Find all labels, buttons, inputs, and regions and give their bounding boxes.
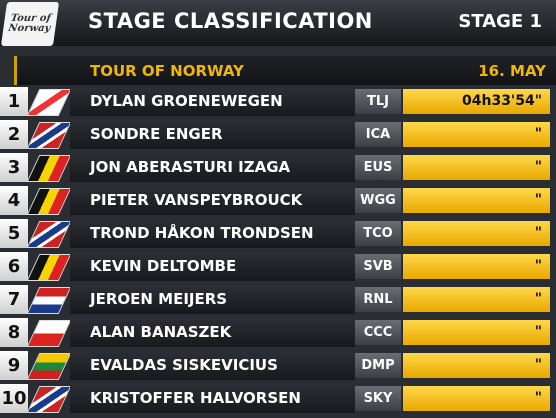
subheader-bar bbox=[14, 56, 556, 85]
rider-name: EVALDAS SISKEVICIUS bbox=[70, 351, 355, 380]
team-code: ICA bbox=[355, 122, 401, 147]
team-code: TCO bbox=[355, 221, 401, 246]
rider-name: ALAN BANASZEK bbox=[70, 318, 355, 347]
flag bbox=[26, 188, 72, 215]
team-code: SKY bbox=[355, 386, 401, 411]
time: " bbox=[403, 320, 550, 345]
header-bar bbox=[0, 0, 556, 46]
rider-name: TROND HÅKON TRONDSEN bbox=[70, 219, 355, 248]
flag bbox=[26, 122, 72, 149]
rider-name: SONDRE ENGER bbox=[70, 120, 355, 149]
time: 04h33'54" bbox=[403, 89, 550, 114]
flag bbox=[26, 320, 72, 347]
rank: 8 bbox=[0, 318, 28, 347]
rider-name: PIETER VANSPEYBROUCK bbox=[70, 186, 355, 215]
team-code: DMP bbox=[355, 353, 401, 378]
time: " bbox=[403, 122, 550, 147]
rank: 5 bbox=[0, 219, 28, 248]
rank: 10 bbox=[0, 384, 28, 413]
rank: 1 bbox=[0, 87, 28, 116]
rank: 6 bbox=[0, 252, 28, 281]
rider-name: JEROEN MEIJERS bbox=[70, 285, 355, 314]
rank: 2 bbox=[0, 120, 28, 149]
time: " bbox=[403, 353, 550, 378]
time: " bbox=[403, 221, 550, 246]
table-row: 9 EVALDAS SISKEVICIUS DMP " bbox=[0, 350, 556, 381]
time: " bbox=[403, 287, 550, 312]
rider-name: JON ABERASTURI IZAGA bbox=[70, 153, 355, 182]
team-code: SVB bbox=[355, 254, 401, 279]
time: " bbox=[403, 155, 550, 180]
rider-name: KEVIN DELTOMBE bbox=[70, 252, 355, 281]
flag bbox=[26, 353, 72, 380]
table-row: 5 TROND HÅKON TRONDSEN TCO " bbox=[0, 218, 556, 249]
table-row: 3 JON ABERASTURI IZAGA EUS " bbox=[0, 152, 556, 183]
logo: Tour of Norway bbox=[0, 2, 60, 46]
flag bbox=[26, 254, 72, 281]
flag bbox=[26, 89, 72, 116]
table-row: 1 DYLAN GROENEWEGEN TLJ 04h33'54" bbox=[0, 86, 556, 117]
flag bbox=[26, 155, 72, 182]
event-date: 16. MAY bbox=[478, 62, 546, 80]
table-row: 4 PIETER VANSPEYBROUCK WGG " bbox=[0, 185, 556, 216]
time: " bbox=[403, 188, 550, 213]
event-name: TOUR OF NORWAY bbox=[90, 62, 244, 80]
flag bbox=[26, 221, 72, 248]
rank: 3 bbox=[0, 153, 28, 182]
stage-label: STAGE 1 bbox=[458, 11, 542, 32]
team-code: RNL bbox=[355, 287, 401, 312]
table-row: 6 KEVIN DELTOMBE SVB " bbox=[0, 251, 556, 282]
team-code: CCC bbox=[355, 320, 401, 345]
rider-name: DYLAN GROENEWEGEN bbox=[70, 87, 355, 116]
table-row: 8 ALAN BANASZEK CCC " bbox=[0, 317, 556, 348]
rank: 9 bbox=[0, 351, 28, 380]
time: " bbox=[403, 254, 550, 279]
rider-name: KRISTOFFER HALVORSEN bbox=[70, 384, 355, 413]
time: " bbox=[403, 386, 550, 411]
table-row: 7 JEROEN MEIJERS RNL " bbox=[0, 284, 556, 315]
rank: 7 bbox=[0, 285, 28, 314]
rank: 4 bbox=[0, 186, 28, 215]
table-row: 2 SONDRE ENGER ICA " bbox=[0, 119, 556, 150]
team-code: EUS bbox=[355, 155, 401, 180]
team-code: WGG bbox=[355, 188, 401, 213]
team-code: TLJ bbox=[355, 89, 401, 114]
title: STAGE CLASSIFICATION bbox=[88, 9, 373, 33]
flag bbox=[26, 287, 72, 314]
flag bbox=[26, 386, 72, 413]
table-row: 10 KRISTOFFER HALVORSEN SKY " bbox=[0, 383, 556, 414]
